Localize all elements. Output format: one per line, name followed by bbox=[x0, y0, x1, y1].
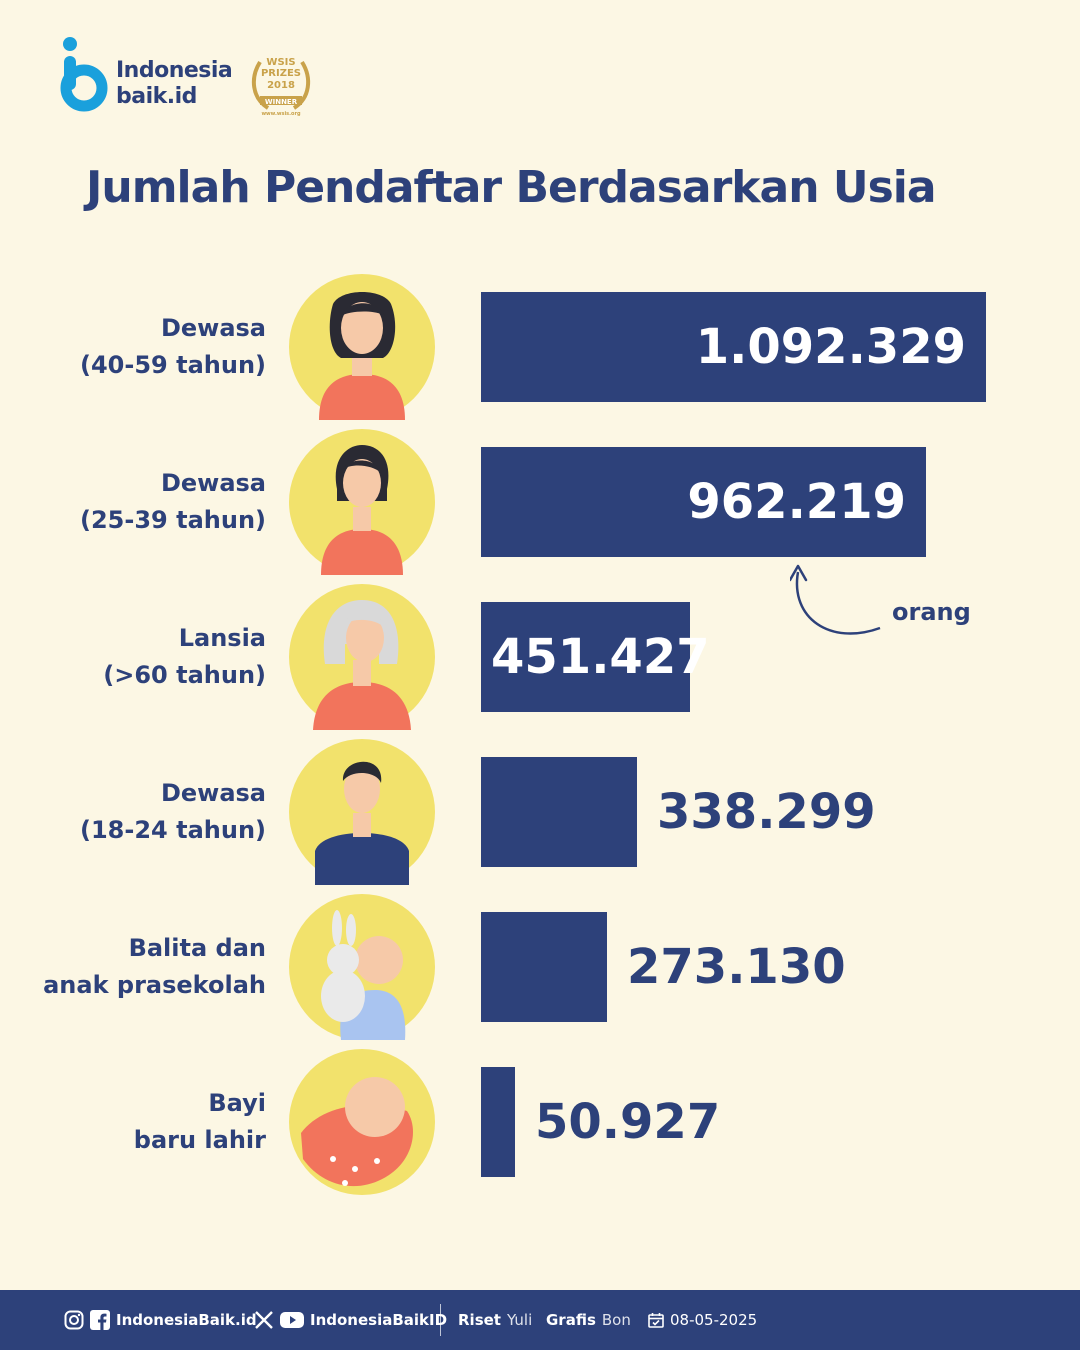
value-label: 50.927 bbox=[535, 1094, 721, 1150]
bar bbox=[481, 602, 690, 712]
curved-arrow-icon bbox=[790, 564, 881, 635]
footer-research-credit: Riset Yuli bbox=[458, 1290, 532, 1350]
value-label: 962.219 bbox=[687, 474, 906, 530]
category-label-line: Dewasa bbox=[160, 314, 266, 342]
facebook-icon bbox=[90, 1310, 110, 1330]
grafis-label: Grafis bbox=[546, 1311, 596, 1329]
youtube-icon bbox=[280, 1312, 304, 1328]
footer-graphics-credit: Grafis Bon bbox=[546, 1290, 631, 1350]
unit-label: orang bbox=[892, 598, 971, 626]
category-label: Lansia (>60 tahun) bbox=[6, 620, 266, 694]
category-label-line: (>60 tahun) bbox=[103, 661, 266, 689]
wsis-award-badge: WSIS PRIZES 2018 WINNER www.wsis.org bbox=[248, 52, 314, 118]
badge-line2: PRIZES bbox=[260, 68, 302, 79]
bar bbox=[481, 1067, 515, 1177]
bar bbox=[481, 757, 637, 867]
badge-line1: WSIS bbox=[266, 57, 296, 68]
value-label: 338.299 bbox=[657, 784, 876, 840]
category-label-line: Lansia bbox=[178, 624, 266, 652]
category-label-line: Dewasa bbox=[160, 779, 266, 807]
footer-social-1: IndonesiaBaik.id bbox=[64, 1290, 257, 1350]
toddler-with-bunny-icon bbox=[289, 894, 435, 1040]
category-label: Balita dan anak prasekolah bbox=[6, 930, 266, 1004]
page-title: Jumlah Pendaftar Berdasarkan Usia bbox=[86, 162, 937, 213]
bar bbox=[481, 292, 986, 402]
young-man-icon bbox=[289, 739, 435, 885]
footer-social-2: IndonesiaBaikID bbox=[254, 1290, 447, 1350]
category-label-line: (25-39 tahun) bbox=[80, 506, 266, 534]
category-label-line: (18-24 tahun) bbox=[80, 816, 266, 844]
category-label-line: anak prasekolah bbox=[43, 971, 266, 999]
calendar-icon bbox=[648, 1313, 664, 1328]
category-label-line: Bayi bbox=[208, 1089, 266, 1117]
brand-mark-icon bbox=[60, 37, 108, 112]
bar bbox=[481, 447, 926, 557]
category-label-line: baru lahir bbox=[133, 1126, 266, 1154]
footer-handle-2[interactable]: IndonesiaBaikID bbox=[310, 1311, 448, 1329]
badge-year: 2018 bbox=[267, 80, 295, 91]
footer-date: 08-05-2025 bbox=[648, 1290, 757, 1350]
footer: IndonesiaBaik.id IndonesiaBaikID Riset Y… bbox=[0, 1290, 1080, 1350]
category-label: Dewasa (25-39 tahun) bbox=[6, 465, 266, 539]
badge-ribbon: WINNER bbox=[264, 98, 298, 106]
badge-url: www.wsis.org bbox=[261, 111, 301, 117]
riset-label: Riset bbox=[458, 1311, 501, 1329]
category-label: Dewasa (40-59 tahun) bbox=[6, 310, 266, 384]
date-text: 08-05-2025 bbox=[670, 1311, 758, 1329]
brand-name-line1: Indonesia bbox=[116, 58, 233, 83]
category-label-line: (40-59 tahun) bbox=[80, 351, 266, 379]
instagram-icon bbox=[64, 1310, 84, 1330]
x-twitter-icon bbox=[255, 1311, 273, 1329]
bar bbox=[481, 912, 607, 1022]
newborn-baby-icon bbox=[289, 1049, 435, 1195]
category-label: Dewasa (18-24 tahun) bbox=[6, 775, 266, 849]
brand-name-line2: baik.id bbox=[116, 84, 197, 109]
category-label-line: Dewasa bbox=[160, 469, 266, 497]
value-label: 1.092.329 bbox=[695, 319, 966, 375]
grafis-name: Bon bbox=[601, 1311, 631, 1329]
category-label-line: Balita dan bbox=[128, 934, 266, 962]
value-label: 273.130 bbox=[627, 939, 846, 995]
footer-handle-1[interactable]: IndonesiaBaik.id bbox=[116, 1311, 257, 1329]
value-label: 451.427 bbox=[491, 629, 710, 685]
bar-chart: Dewasa (40-59 tahun) 1.092.329 Dewasa (25-39… bbox=[6, 274, 986, 1195]
riset-name: Yuli bbox=[506, 1311, 533, 1329]
category-label: Bayi baru lahir bbox=[6, 1085, 266, 1159]
woman-short-hair-icon bbox=[289, 429, 435, 575]
footer-divider bbox=[440, 1304, 441, 1336]
indonesiabaik-logo: Indonesia baik.id bbox=[60, 36, 320, 120]
elderly-woman-icon bbox=[289, 584, 435, 730]
laurel-wreath-icon bbox=[251, 60, 311, 110]
woman-curly-hair-icon bbox=[289, 274, 435, 420]
